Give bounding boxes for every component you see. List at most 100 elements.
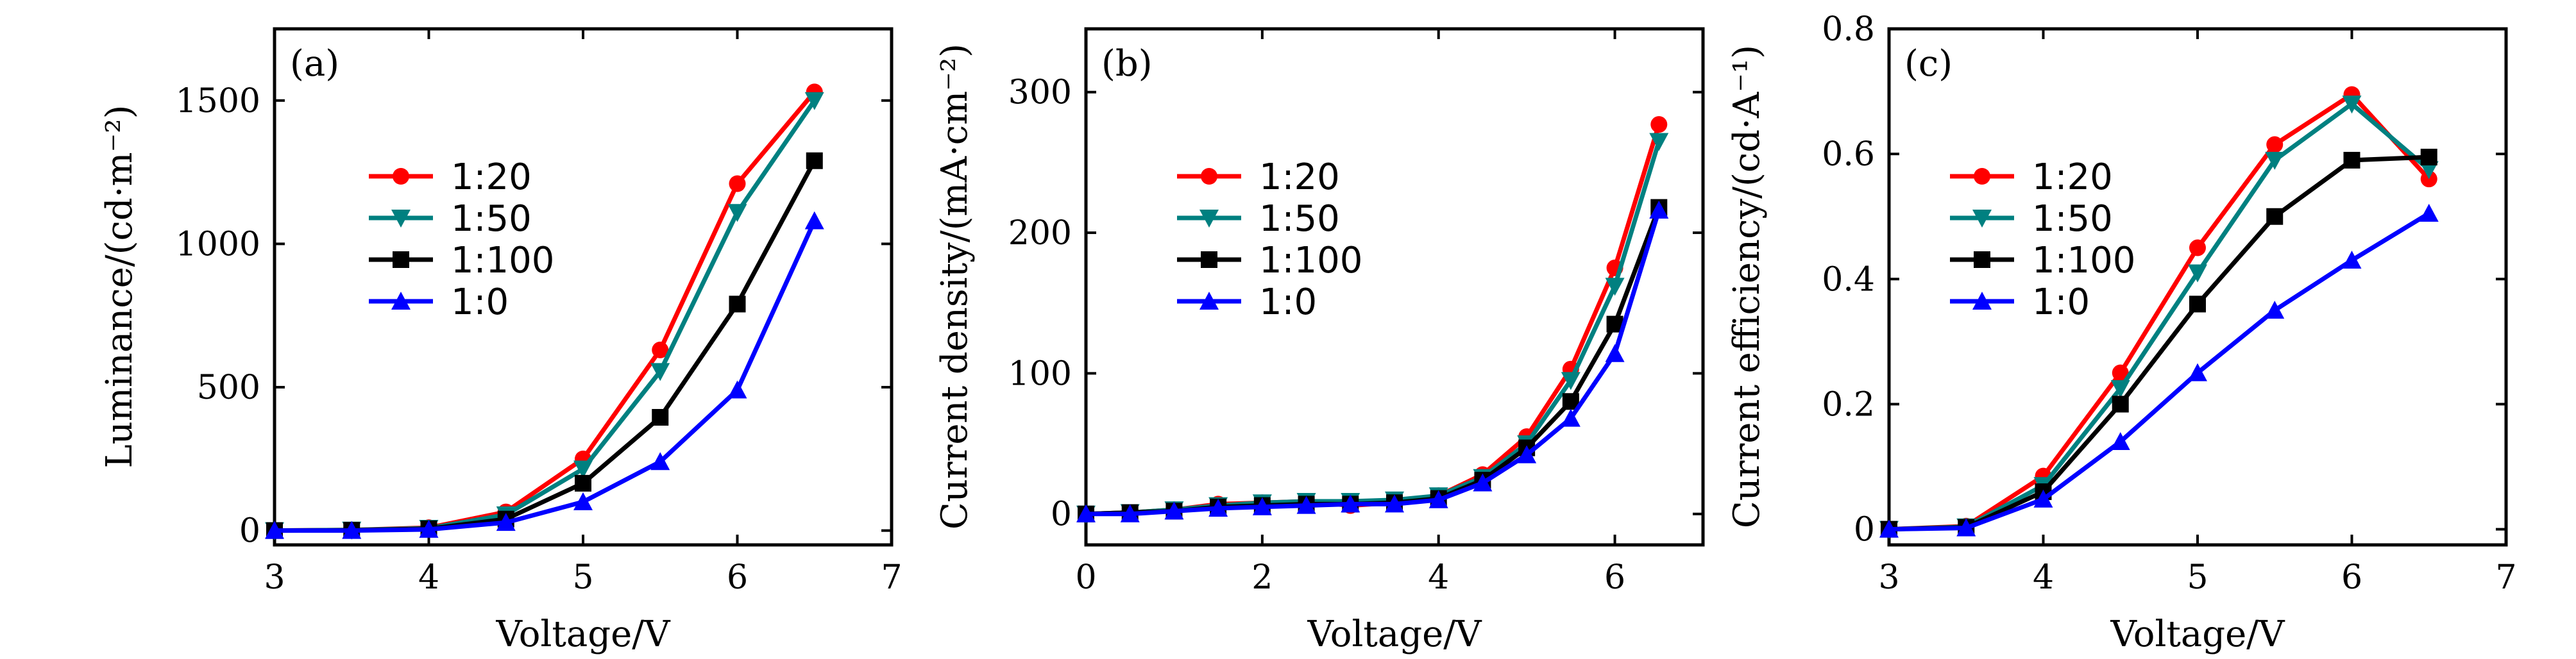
legend-label-a-1: 1:50	[451, 198, 532, 240]
x-tick-label-b: 6	[1604, 558, 1625, 597]
y-axis-title-c: Current efficiency/(cd·A⁻¹)	[1726, 45, 1768, 528]
data-point-c-3	[2188, 363, 2207, 381]
legend-marker-b-1	[1199, 210, 1219, 228]
legend-label-c-0: 1:20	[2032, 156, 2113, 198]
y-axis-title-a: Luminance/(cd·m⁻²)	[99, 105, 140, 469]
legend-marker-a-2	[393, 251, 409, 268]
legend-label-c-2: 1:100	[2032, 240, 2135, 281]
data-point-b-0	[1650, 116, 1668, 133]
data-point-b-3	[1296, 496, 1316, 514]
data-point-b-3	[1076, 504, 1096, 522]
panel-label-c: (c)	[1904, 43, 1953, 85]
data-point-c-1	[2110, 380, 2130, 399]
y-tick-label-b: 200	[1008, 214, 1072, 253]
panel-c: (c) Voltage/V Current efficiency/(cd·A⁻¹…	[1726, 10, 2517, 655]
data-point-c-1	[2419, 161, 2439, 179]
data-point-c-3	[2342, 251, 2362, 269]
data-point-a-3	[419, 519, 439, 538]
legend-marker-a-3	[391, 292, 411, 310]
data-point-a-3	[804, 211, 824, 229]
panel-label-a: (a)	[290, 43, 339, 85]
data-point-a-3	[342, 521, 362, 539]
legend-label-b-3: 1:0	[1259, 281, 1317, 323]
x-axis-title-c: Voltage/V	[2110, 613, 2285, 655]
series-group-a	[265, 83, 824, 540]
x-tick-label-a: 4	[418, 558, 439, 597]
series-group-b	[1076, 116, 1669, 524]
legend-label-c-1: 1:50	[2032, 198, 2113, 240]
y-tick-label-a: 500	[197, 369, 260, 407]
data-point-c-1	[2342, 96, 2362, 114]
legend-marker-b-3	[1199, 292, 1219, 310]
x-tick-label-b: 4	[1428, 558, 1449, 597]
y-tick-label-c: 0.4	[1822, 260, 1875, 299]
plot-frame-c	[1887, 27, 2508, 547]
data-point-c-2	[2343, 151, 2360, 169]
data-point-b-3	[1473, 473, 1493, 492]
legend-marker-c-1	[1972, 210, 1992, 228]
data-point-b-3	[1341, 494, 1360, 513]
data-point-b-3	[1649, 200, 1669, 219]
data-point-a-1	[727, 204, 747, 222]
y-tick-label-a: 1500	[176, 82, 260, 121]
data-point-a-3	[727, 380, 747, 399]
y-tick-label-b: 300	[1008, 74, 1072, 112]
data-point-a-0	[729, 175, 746, 192]
x-tick-label-b: 2	[1251, 558, 1273, 597]
x-tick-label-a: 5	[572, 558, 593, 597]
y-tick-label-b: 100	[1008, 355, 1072, 393]
data-point-a-3	[265, 521, 284, 539]
x-tick-label-a: 7	[881, 558, 902, 597]
y-tick-label-c: 0	[1854, 511, 1875, 549]
data-point-c-3	[2033, 489, 2053, 508]
panel-a: (a) Voltage/V Luminance/(cd·m⁻²) 3 4 5 6 7 0 5…	[99, 27, 902, 655]
series-line-b-0	[1085, 124, 1661, 517]
ticks-b: 0 2 4 6 0 100 200 300	[1008, 29, 1703, 597]
x-tick-label-a: 6	[727, 558, 748, 597]
data-point-b-3	[1385, 494, 1404, 513]
data-point-a-3	[496, 513, 516, 531]
data-point-b-1	[1649, 133, 1669, 151]
legend-marker-b-2	[1201, 251, 1217, 268]
x-axis-title-b: Voltage/V	[1307, 613, 1482, 655]
legend-marker-c-0	[1974, 168, 1990, 185]
data-point-b-3	[1605, 344, 1625, 362]
x-axis-title-a: Voltage/V	[495, 613, 671, 655]
panel-b: (b) Voltage/V Current density/(mA·cm⁻²) …	[934, 27, 1705, 655]
y-tick-label-c: 0.8	[1822, 10, 1875, 49]
legend-label-b-0: 1:20	[1259, 156, 1340, 198]
y-tick-label-c: 0.6	[1822, 135, 1875, 174]
y-tick-label-a: 0	[239, 512, 260, 551]
data-point-a-2	[652, 408, 669, 426]
legend-label-b-1: 1:50	[1259, 198, 1340, 240]
data-point-b-3	[1120, 504, 1140, 522]
data-point-a-1	[573, 460, 593, 479]
x-tick-label-c: 7	[2495, 558, 2516, 597]
legend-marker-b-0	[1201, 168, 1217, 185]
data-point-a-2	[806, 152, 823, 169]
legend-label-c-3: 1:0	[2032, 281, 2090, 323]
data-point-c-2	[2189, 296, 2206, 313]
ticks-a: 3 4 5 6 7 0 500 1000 1500	[176, 29, 902, 597]
data-point-a-2	[575, 474, 591, 492]
legend-label-a-3: 1:0	[451, 281, 509, 323]
data-point-c-2	[2266, 208, 2284, 225]
x-tick-label-c: 4	[2033, 558, 2054, 597]
data-point-c-2	[2420, 149, 2437, 166]
y-tick-label-b: 0	[1051, 496, 1072, 534]
x-tick-label-a: 3	[264, 558, 285, 597]
data-point-a-3	[573, 492, 593, 510]
data-point-c-2	[2112, 396, 2129, 413]
data-point-c-1	[2188, 264, 2207, 283]
data-point-c-1	[2265, 151, 2285, 170]
data-point-b-3	[1252, 497, 1272, 515]
series-line-c-2	[1888, 154, 2429, 532]
data-point-a-2	[729, 296, 746, 313]
data-point-c-0	[2112, 364, 2129, 381]
data-point-c-3	[1956, 518, 1976, 537]
legend-marker-a-0	[393, 168, 409, 185]
legend-marker-c-3	[1972, 292, 1992, 310]
data-point-c-3	[2110, 432, 2130, 450]
data-point-c-0	[2189, 239, 2206, 256]
